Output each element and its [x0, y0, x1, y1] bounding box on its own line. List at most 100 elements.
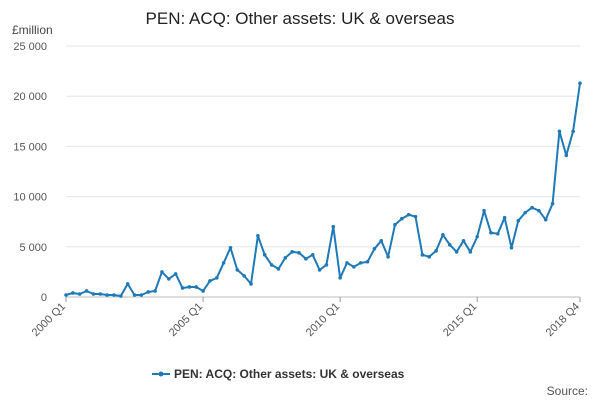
data-point[interactable] [454, 250, 459, 254]
data-point[interactable] [105, 293, 109, 297]
data-point[interactable] [543, 217, 548, 222]
data-point[interactable] [276, 267, 281, 271]
y-axis-ticks: 0 5 000 10 000 15 000 20 000 25 000 [13, 41, 47, 304]
data-point[interactable] [228, 246, 233, 250]
data-point[interactable] [187, 285, 192, 289]
data-point[interactable] [125, 282, 130, 286]
legend-marker-icon [158, 371, 164, 377]
data-point[interactable] [400, 216, 404, 221]
data-point[interactable] [208, 279, 212, 283]
data-point[interactable] [564, 153, 569, 158]
legend-label: PEN: ACQ: Other assets: UK & overseas [174, 367, 405, 381]
data-point[interactable] [489, 230, 493, 235]
data-point[interactable] [461, 238, 466, 243]
data-point[interactable] [249, 282, 253, 286]
data-point[interactable] [550, 201, 555, 206]
data-point[interactable] [482, 208, 486, 213]
data-point[interactable] [578, 81, 582, 85]
data-point[interactable] [132, 293, 137, 297]
data-point[interactable] [139, 293, 144, 297]
data-point[interactable] [297, 251, 301, 255]
y-tick-label: 20 000 [13, 91, 47, 103]
data-point[interactable] [502, 215, 507, 220]
data-point[interactable] [167, 277, 171, 281]
y-tick-label: 15 000 [13, 141, 47, 153]
data-point[interactable] [180, 286, 185, 290]
x-tick-label: 2000 Q1 [30, 301, 68, 339]
data-point[interactable] [112, 293, 116, 297]
source-label: Source: [547, 384, 588, 398]
data-point[interactable] [119, 294, 123, 298]
data-point[interactable] [537, 208, 541, 213]
series-line [65, 82, 581, 297]
data-point[interactable] [338, 276, 342, 280]
data-point[interactable] [221, 261, 226, 265]
y-axis-unit-label: £million [12, 23, 53, 37]
data-point[interactable] [98, 292, 103, 296]
data-point[interactable] [523, 210, 527, 215]
data-point[interactable] [447, 242, 452, 247]
legend: PEN: ACQ: Other assets: UK & overseas [152, 367, 405, 381]
data-point[interactable] [509, 246, 514, 250]
data-point[interactable] [406, 212, 411, 217]
data-point[interactable] [420, 253, 425, 257]
data-point[interactable] [269, 263, 274, 267]
data-point[interactable] [153, 289, 157, 293]
data-point[interactable] [71, 291, 75, 295]
x-axis-ticks: 2000 Q1 2005 Q1 2010 Q1 2015 Q1 2018 Q4 [30, 297, 582, 339]
data-point[interactable] [434, 249, 438, 253]
data-point[interactable] [290, 250, 294, 254]
data-point[interactable] [283, 256, 288, 260]
data-point[interactable] [242, 274, 246, 278]
y-tick-label: 0 [41, 292, 47, 304]
data-point[interactable] [386, 255, 390, 259]
data-point[interactable] [201, 289, 205, 293]
y-tick-label: 5 000 [19, 242, 47, 254]
data-point[interactable] [427, 255, 432, 259]
data-point[interactable] [194, 285, 199, 289]
data-point[interactable] [475, 234, 480, 239]
data-point[interactable] [310, 253, 315, 257]
data-point[interactable] [262, 253, 267, 257]
x-tick-label: 2015 Q1 [441, 301, 479, 339]
data-point[interactable] [352, 265, 356, 269]
x-tick-label: 2005 Q1 [167, 301, 205, 339]
data-point[interactable] [160, 270, 164, 274]
data-point[interactable] [77, 292, 82, 296]
data-point[interactable] [256, 233, 260, 238]
data-point[interactable] [345, 261, 349, 265]
data-point[interactable] [372, 247, 377, 251]
data-point[interactable] [393, 222, 397, 227]
y-tick-label: 10 000 [13, 192, 47, 204]
data-point[interactable] [571, 129, 575, 134]
gridlines [66, 45, 580, 298]
data-point[interactable] [441, 232, 445, 237]
data-point[interactable] [516, 218, 521, 223]
data-point[interactable] [530, 205, 534, 210]
x-tick-label: 2010 Q1 [304, 301, 342, 339]
data-point[interactable] [214, 276, 219, 280]
data-point[interactable] [365, 260, 370, 264]
data-point[interactable] [495, 231, 500, 236]
data-point[interactable] [91, 292, 96, 296]
y-tick-label: 25 000 [13, 41, 47, 53]
data-point[interactable] [84, 289, 89, 293]
data-point[interactable] [317, 268, 322, 272]
data-point[interactable] [173, 272, 178, 276]
data-point[interactable] [304, 257, 308, 261]
data-point[interactable] [235, 268, 240, 272]
data-point[interactable] [64, 293, 68, 297]
chart-title: PEN: ACQ: Other assets: UK & overseas [146, 9, 455, 28]
data-point[interactable] [468, 250, 473, 254]
data-point[interactable] [331, 224, 336, 229]
x-tick-label: 2018 Q4 [544, 301, 582, 339]
series-layer [64, 81, 582, 298]
data-point[interactable] [557, 129, 562, 134]
data-point[interactable] [324, 263, 329, 267]
data-point[interactable] [358, 261, 363, 265]
data-point[interactable] [379, 238, 384, 243]
data-point[interactable] [146, 290, 151, 294]
data-point[interactable] [413, 214, 418, 219]
